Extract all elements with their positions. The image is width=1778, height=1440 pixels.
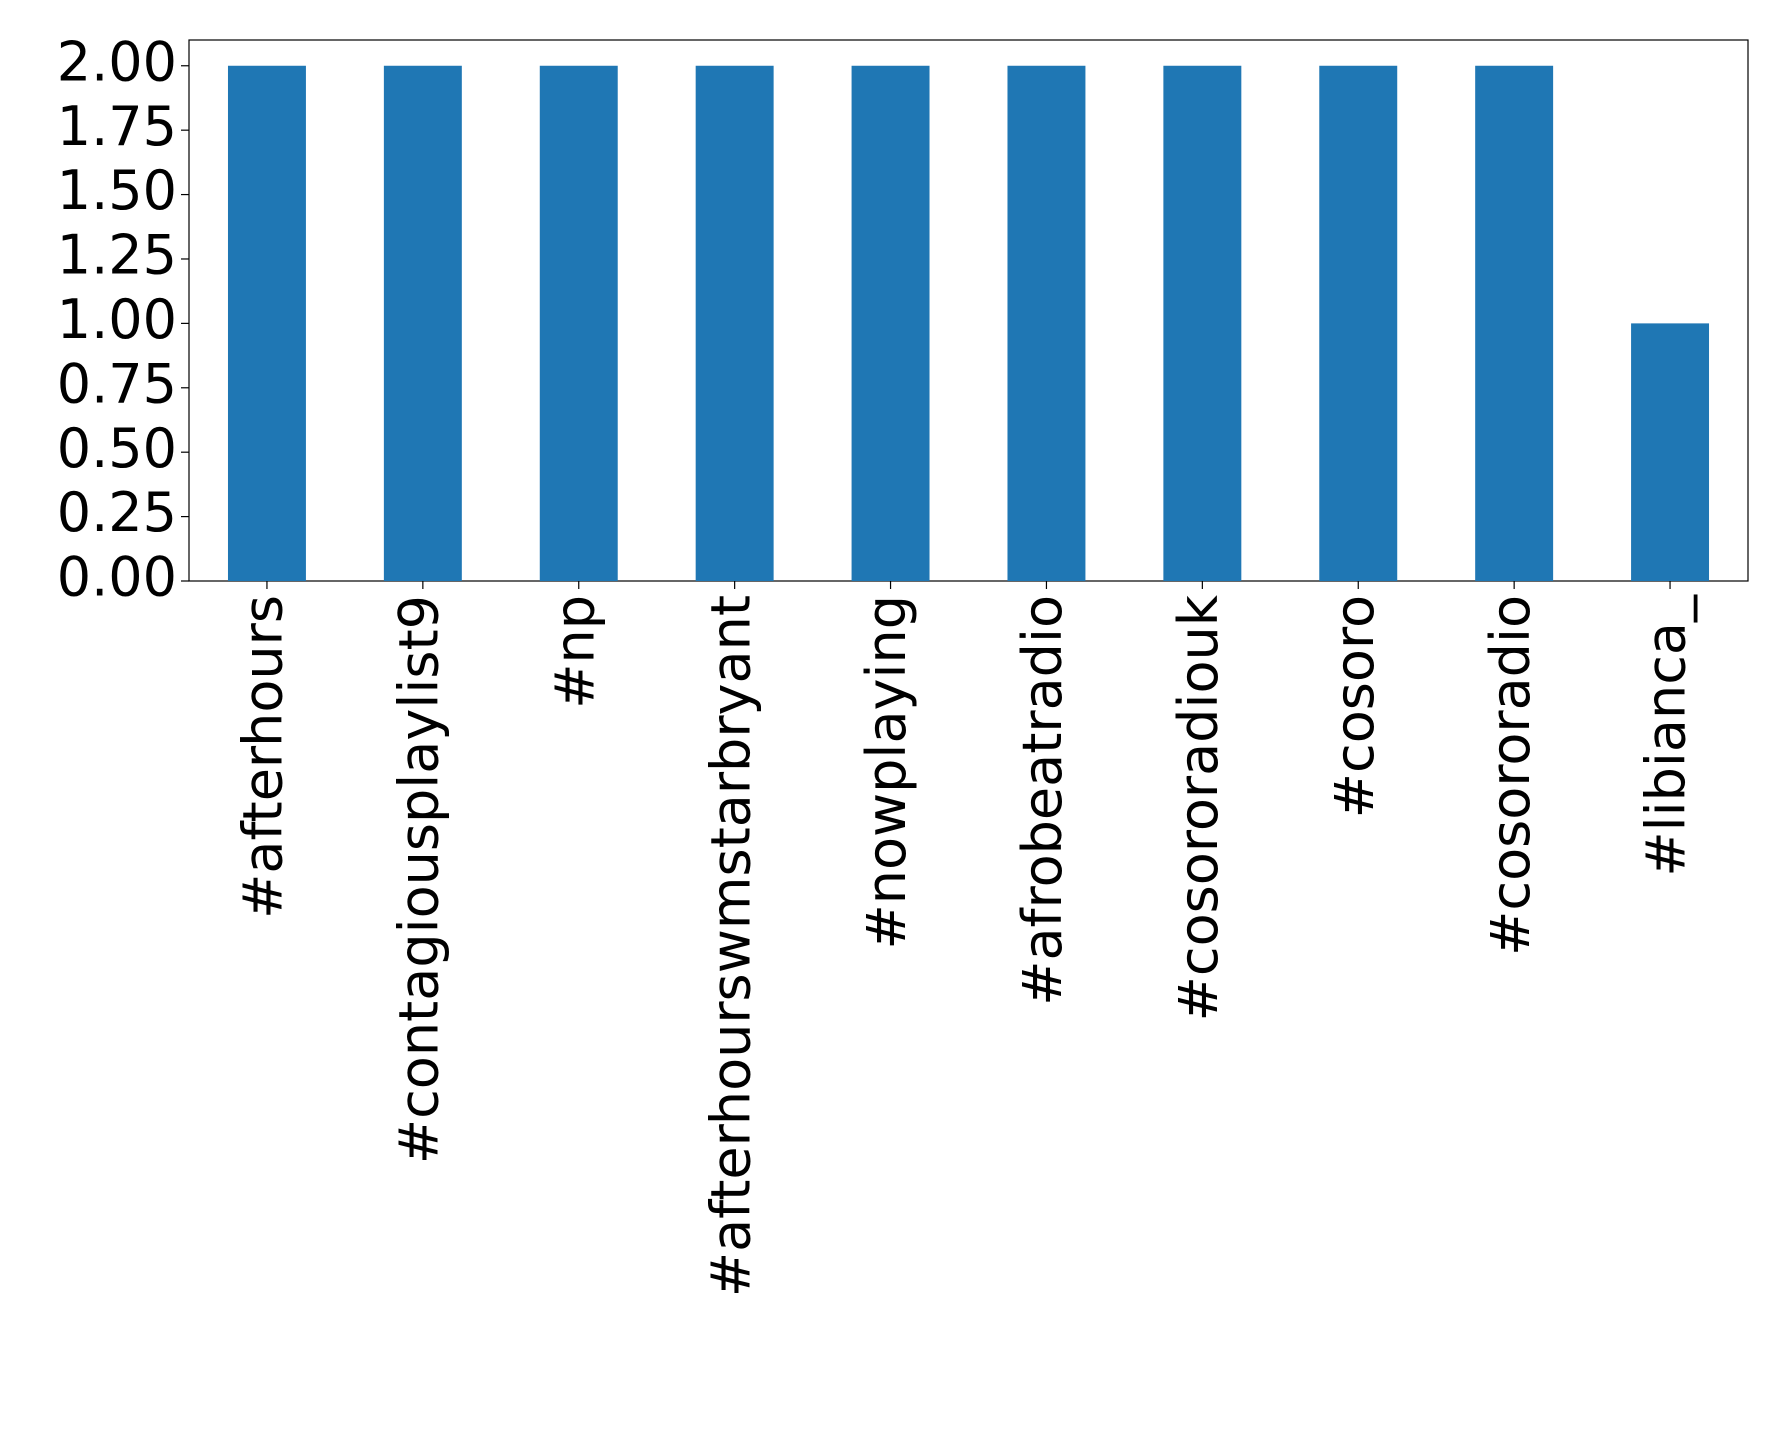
x-tick-label: #afterhourswmstarbryant	[699, 595, 762, 1297]
y-tick-label: 1.00	[57, 288, 177, 351]
y-tick-label: 0.00	[57, 546, 177, 609]
x-tick-label: #contagiousplaylist9	[387, 595, 450, 1164]
bar	[1007, 65, 1086, 581]
bar	[227, 65, 306, 581]
y-tick-label: 0.25	[57, 481, 177, 544]
bar	[383, 65, 462, 581]
bar	[1475, 65, 1554, 581]
bar	[1631, 323, 1710, 581]
y-tick-label: 1.25	[57, 224, 177, 287]
x-tick-label: #afrobeatradio	[1011, 595, 1074, 1006]
y-tick-label: 0.75	[57, 352, 177, 415]
x-tick-label: #cosororadiouk	[1167, 594, 1230, 1021]
bar	[1319, 65, 1398, 581]
y-tick-label: 1.75	[57, 95, 177, 158]
bar	[1163, 65, 1242, 581]
x-tick-label: #cosororadio	[1479, 595, 1542, 956]
x-tick-label: #nowplaying	[855, 595, 918, 950]
bar	[695, 65, 774, 581]
y-tick-label: 0.50	[57, 417, 177, 480]
bar	[851, 65, 930, 581]
x-tick-label: #np	[543, 595, 606, 709]
x-tick-label: #libianca_	[1635, 594, 1698, 877]
x-tick-label: #afterhours	[232, 595, 295, 919]
y-tick-label: 2.00	[57, 30, 177, 93]
bar	[539, 65, 618, 581]
y-tick-label: 1.50	[57, 159, 177, 222]
x-tick-label: #cosoro	[1323, 595, 1386, 818]
plot-frame	[188, 39, 1749, 582]
